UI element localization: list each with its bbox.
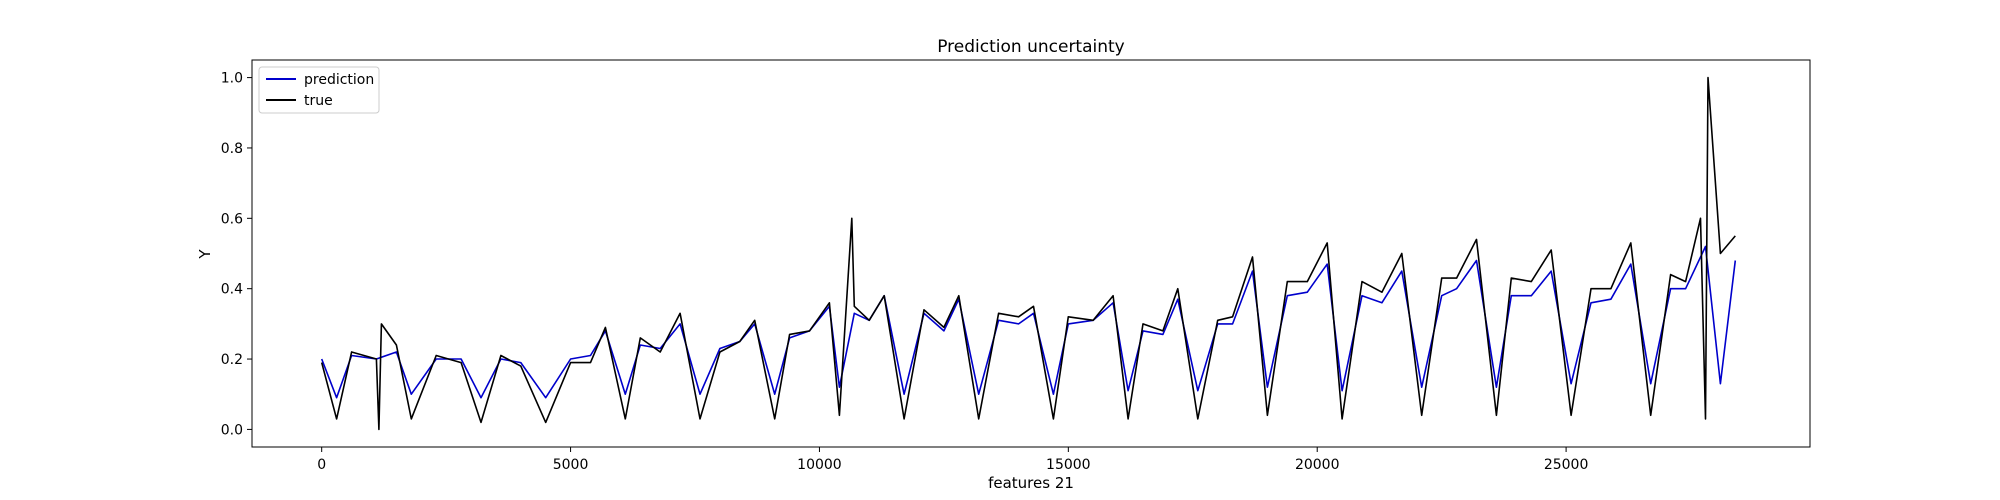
series-line-prediction — [320, 245, 1737, 399]
x-tick-label: 10000 — [797, 457, 842, 473]
x-tick-label: 15000 — [1046, 457, 1091, 473]
plot-area — [251, 59, 1811, 448]
y-tick-label: 0.2 — [221, 352, 243, 368]
x-tick-label: 5000 — [553, 457, 589, 473]
y-axis-label: Y — [196, 249, 214, 260]
x-axis-label: features 21 — [988, 474, 1074, 492]
x-axis: 0 5000 10000 15000 20000 25000 — [317, 447, 1588, 473]
legend-label-true: true — [304, 93, 333, 109]
y-tick-label: 0.8 — [221, 141, 243, 157]
y-tick-label: 0.0 — [221, 422, 243, 438]
legend: prediction true — [258, 66, 380, 114]
y-axis: 0.0 0.2 0.4 0.6 0.8 1.0 — [221, 71, 252, 438]
y-tick-label: 0.6 — [221, 211, 243, 227]
x-tick-label: 25000 — [1544, 457, 1589, 473]
series-layer — [320, 76, 1737, 431]
plot-frame — [251, 59, 1811, 448]
y-tick-label: 0.4 — [221, 282, 243, 298]
legend-label-prediction: prediction — [304, 72, 374, 88]
chart-title: Prediction uncertainty — [937, 37, 1125, 57]
y-tick-label: 1.0 — [221, 71, 243, 87]
x-tick-label: 0 — [317, 457, 326, 473]
x-tick-label: 20000 — [1295, 457, 1340, 473]
series-line-true — [320, 76, 1736, 431]
